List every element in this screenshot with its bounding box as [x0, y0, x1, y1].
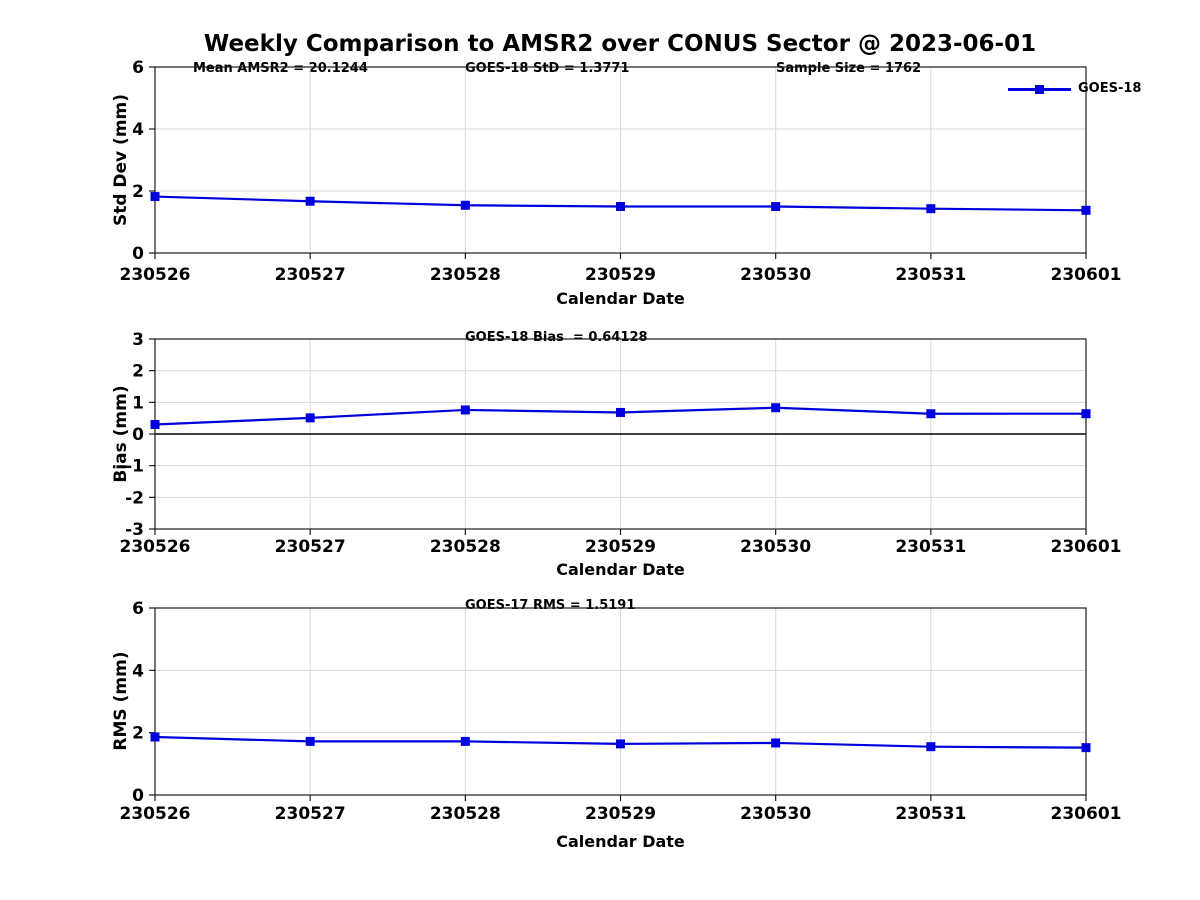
- svg-text:230527: 230527: [275, 537, 346, 557]
- svg-text:230526: 230526: [120, 265, 191, 285]
- svg-text:230528: 230528: [430, 537, 501, 557]
- svg-text:230526: 230526: [120, 804, 191, 824]
- legend-label: GOES-18: [1078, 81, 1142, 96]
- annotation-goes18-bias: GOES-18 Bias = 0.64128: [465, 330, 648, 345]
- annotation-mean-amsr2: Mean AMSR2 = 20.1244: [193, 61, 368, 76]
- svg-text:230601: 230601: [1051, 265, 1122, 285]
- svg-text:230529: 230529: [585, 265, 656, 285]
- svg-text:230601: 230601: [1051, 537, 1122, 557]
- bias-plot-area: 230526 230527 230528 230529 230530 230531 2306…: [120, 330, 1122, 557]
- annotation-sample-size: Sample Size = 1762: [776, 61, 922, 76]
- svg-text:6: 6: [132, 58, 144, 78]
- svg-text:4: 4: [132, 661, 144, 681]
- svg-text:230526: 230526: [120, 537, 191, 557]
- svg-text:6: 6: [132, 599, 144, 619]
- svg-text:230528: 230528: [430, 804, 501, 824]
- svg-text:230530: 230530: [740, 265, 811, 285]
- stddev-x-axis-label: Calendar Date: [556, 289, 685, 308]
- svg-text:3: 3: [132, 330, 144, 350]
- svg-text:-1: -1: [125, 457, 144, 477]
- svg-text:230531: 230531: [895, 265, 966, 285]
- svg-text:0: 0: [132, 244, 144, 264]
- stddev-plot-area: 230526 230527 230528 230529 230530 230531 2306…: [120, 58, 1122, 285]
- svg-text:2: 2: [132, 724, 144, 744]
- svg-text:230530: 230530: [740, 804, 811, 824]
- svg-text:230531: 230531: [895, 537, 966, 557]
- svg-text:230528: 230528: [430, 265, 501, 285]
- rms-x-axis-label: Calendar Date: [556, 832, 685, 851]
- svg-text:230530: 230530: [740, 537, 811, 557]
- figure-title: Weekly Comparison to AMSR2 over CONUS Se…: [203, 31, 1037, 57]
- svg-text:2: 2: [132, 362, 144, 382]
- rms-plot-area: 230526 230527 230528 230529 230530 230531 2306…: [120, 599, 1122, 824]
- svg-text:230527: 230527: [275, 265, 346, 285]
- svg-text:2: 2: [132, 182, 144, 202]
- svg-text:0: 0: [132, 786, 144, 806]
- svg-text:230529: 230529: [585, 537, 656, 557]
- svg-text:4: 4: [132, 120, 144, 140]
- svg-text:1: 1: [132, 393, 144, 413]
- svg-text:-2: -2: [125, 488, 144, 508]
- legend-line-sample: [1008, 84, 1071, 94]
- annotation-goes18-std: GOES-18 StD = 1.3771: [465, 61, 630, 76]
- svg-text:230531: 230531: [895, 804, 966, 824]
- svg-text:230527: 230527: [275, 804, 346, 824]
- svg-text:230601: 230601: [1051, 804, 1122, 824]
- svg-text:230529: 230529: [585, 804, 656, 824]
- bias-x-axis-label: Calendar Date: [556, 560, 685, 579]
- legend-marker: [1035, 84, 1044, 94]
- svg-text:0: 0: [132, 425, 144, 445]
- svg-text:-3: -3: [125, 520, 144, 540]
- annotation-goes17-rms: GOES-17 RMS = 1.5191: [465, 598, 636, 613]
